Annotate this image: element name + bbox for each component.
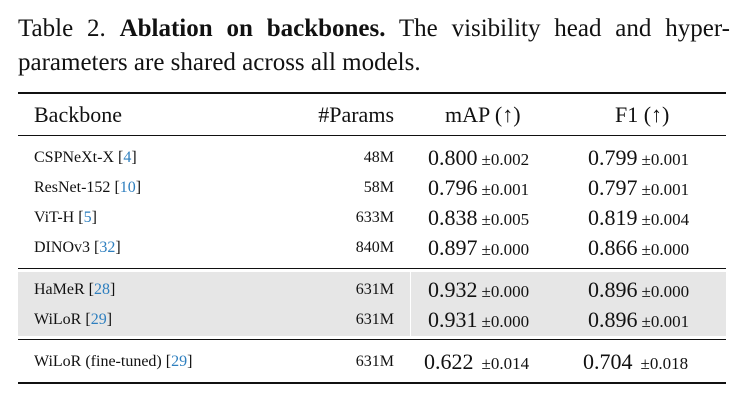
params-value: 631M bbox=[355, 281, 394, 298]
f1-value: 0.819 ±0.004 bbox=[588, 205, 690, 230]
shaded-group-background bbox=[18, 272, 726, 336]
params-value: 48M bbox=[363, 149, 394, 166]
table-caption: Table 2. Ablation on backbones. The visi… bbox=[18, 12, 730, 80]
caption-label: Table 2. bbox=[18, 15, 106, 42]
table-row: ResNet-152 [10] 58M 0.796 ±0.001 0.797 ±… bbox=[18, 173, 726, 203]
column-separator bbox=[410, 272, 411, 336]
f1-value: 0.866 ±0.000 bbox=[588, 235, 690, 260]
header-map: mAP (↑) bbox=[445, 102, 521, 127]
map-value: 0.931 ±0.000 bbox=[428, 307, 530, 332]
group-rule bbox=[18, 339, 726, 340]
f1-value: 0.896 ±0.001 bbox=[588, 307, 690, 332]
params-value: 631M bbox=[355, 353, 394, 370]
group-rule bbox=[18, 268, 726, 269]
table-row: HaMeR [28] 631M 0.932 ±0.000 0.896 ±0.00… bbox=[18, 275, 726, 305]
table-row: WiLoR (fine-tuned) [29] 631M 0.622 ±0.01… bbox=[18, 347, 726, 377]
bottom-rule bbox=[18, 382, 726, 384]
backbone-name: WiLoR (fine-tuned) [29] bbox=[34, 353, 193, 370]
citation-link[interactable]: 29 bbox=[90, 311, 107, 328]
map-value: 0.800 ±0.002 bbox=[428, 145, 530, 170]
backbone-name: ViT-H [5] bbox=[34, 209, 97, 226]
citation-link[interactable]: 28 bbox=[93, 281, 110, 298]
params-value: 633M bbox=[355, 209, 394, 226]
backbone-name: HaMeR [28] bbox=[34, 281, 116, 298]
table-header-row: Backbone #Params mAP (↑) F1 (↑) bbox=[18, 100, 726, 130]
params-value: 631M bbox=[355, 311, 394, 328]
f1-value: 0.896 ±0.000 bbox=[588, 277, 690, 302]
citation-link[interactable]: 32 bbox=[99, 239, 116, 256]
header-f1: F1 (↑) bbox=[615, 102, 670, 127]
table-row: WiLoR [29] 631M 0.931 ±0.000 0.896 ±0.00… bbox=[18, 305, 726, 335]
backbone-name: CSPNeXt-X [4] bbox=[34, 149, 137, 166]
f1-value: 0.704 ±0.018 bbox=[583, 349, 689, 374]
map-value: 0.897 ±0.000 bbox=[428, 235, 530, 260]
map-value: 0.932 ±0.000 bbox=[428, 277, 530, 302]
params-value: 58M bbox=[363, 179, 394, 196]
backbone-name: WiLoR [29] bbox=[34, 311, 113, 328]
map-value: 0.838 ±0.005 bbox=[428, 205, 530, 230]
table-row: DINOv3 [32] 840M 0.897 ±0.000 0.866 ±0.0… bbox=[18, 233, 726, 263]
f1-value: 0.797 ±0.001 bbox=[588, 175, 690, 200]
citation-link[interactable]: 5 bbox=[83, 209, 92, 226]
table-row: CSPNeXt-X [4] 48M 0.800 ±0.002 0.799 ±0.… bbox=[18, 143, 726, 173]
header-rule bbox=[18, 135, 726, 136]
map-value: 0.622 ±0.014 bbox=[424, 349, 530, 374]
top-rule bbox=[18, 92, 726, 94]
params-value: 840M bbox=[355, 239, 394, 256]
citation-link[interactable]: 29 bbox=[171, 353, 188, 370]
f1-value: 0.799 ±0.001 bbox=[588, 145, 690, 170]
header-params: #Params bbox=[318, 102, 394, 127]
header-backbone: Backbone bbox=[34, 102, 122, 127]
citation-link[interactable]: 10 bbox=[119, 179, 136, 196]
backbone-name: DINOv3 [32] bbox=[34, 239, 121, 256]
citation-link[interactable]: 4 bbox=[123, 149, 132, 166]
backbone-name: ResNet-152 [10] bbox=[34, 179, 142, 196]
table-row: ViT-H [5] 633M 0.838 ±0.005 0.819 ±0.004 bbox=[18, 203, 726, 233]
map-value: 0.796 ±0.001 bbox=[428, 175, 530, 200]
caption-title: Ablation on backbones. bbox=[119, 15, 386, 42]
caption-text: The visibility head and hyper-parameters… bbox=[18, 15, 730, 76]
